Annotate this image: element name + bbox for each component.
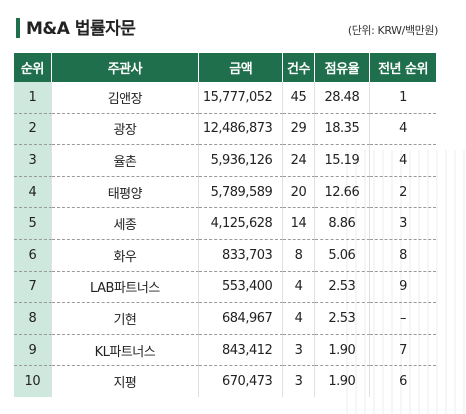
share-cell: 15.19 [314,145,371,177]
amount-cell: 843,412 [199,334,284,367]
firm-cell: 율촌 [51,145,200,177]
firm-cell: 기현 [51,303,200,335]
column-header-count: 건수 [283,53,315,82]
count-cell: 14 [283,208,315,240]
table-header-row: 순위 주관사 금액 건수 점유율 전년 순위 [14,53,436,82]
unit-note: (단위: KRW/백만원) [347,24,439,37]
rank-cell: 1 [14,82,52,114]
count-cell: 4 [283,271,315,304]
firm-cell: 태평양 [51,176,200,209]
rank-cell: 3 [14,145,52,177]
firm-cell: 지평 [52,366,200,397]
column-header-firm: 주관사 [51,53,200,82]
share-cell: 2.53 [314,303,371,335]
count-cell: 8 [283,239,315,272]
share-cell: 5.06 [314,239,371,272]
amount-cell: 670,473 [199,366,284,397]
prev-rank-cell: 1 [370,82,436,114]
column-header-prev-rank: 전년 순위 [370,53,436,82]
share-cell: 18.35 [314,113,371,146]
prev-rank-cell: 4 [370,114,436,146]
table-row: 5 세종 4,125,628 14 8.86 3 [14,208,436,240]
amount-cell: 553,400 [199,271,284,304]
table-row: 3 율촌 5,936,126 24 15.19 4 [14,145,436,177]
rank-cell: 6 [14,239,52,272]
title-accent-bar [16,18,20,38]
table-row: 6 화우 833,703 8 5.06 8 [14,239,436,272]
background-decoration [346,150,466,414]
ranking-table: 순위 주관사 금액 건수 점유율 전년 순위 1 김앤장 15,777,052 45 2… [14,53,436,397]
amount-cell: 833,703 [199,239,284,272]
rank-cell: 4 [14,176,52,209]
table-row: 7 LAB파트너스 553,400 4 2.53 9 [14,271,436,304]
amount-cell: 15,777,052 [199,82,284,114]
rank-cell: 2 [14,113,52,146]
rank-cell: 8 [14,303,52,335]
table-row: 1 김앤장 15,777,052 45 28.48 1 [14,82,436,114]
table-row: 10 지평 670,473 3 1.90 6 [14,366,436,397]
prev-rank-cell: 6 [399,374,407,390]
firm-cell: KL파트너스 [51,334,200,367]
page-title: M&A 법률자문 [26,19,136,39]
firm-cell: 세종 [51,208,200,240]
firm-cell: LAB파트너스 [51,271,200,304]
count-cell: 3 [283,366,315,397]
prev-rank-cell: 8 [370,240,436,272]
prev-rank-cell: 2 [370,177,436,209]
column-header-amount: 금액 [199,53,284,82]
count-cell: 24 [283,145,315,177]
share-cell: 28.48 [314,82,371,114]
share-cell: 1.90 [314,334,371,367]
prev-rank-cell: 9 [370,272,436,304]
prev-rank-cell: 3 [370,208,436,240]
count-cell: 20 [283,176,315,209]
amount-cell: 12,486,873 [199,113,284,146]
share-cell: 1.90 [315,366,371,397]
share-cell: 2.53 [314,271,371,304]
column-header-rank: 순위 [14,53,52,82]
firm-cell: 화우 [51,239,200,272]
table-row: 2 광장 12,486,873 29 18.35 4 [14,113,436,146]
count-cell: 4 [283,303,315,335]
rank-cell: 10 [14,366,52,397]
prev-rank-cell: 4 [370,145,436,177]
count-cell: 29 [283,113,315,146]
amount-cell: 4,125,628 [199,208,284,240]
amount-cell: 5,789,589 [199,176,284,209]
amount-cell: 684,967 [199,303,284,335]
amount-cell: 5,936,126 [199,145,284,177]
rank-cell: 9 [14,334,52,367]
table-row: 9 KL파트너스 843,412 3 1.90 7 [14,334,436,367]
share-cell: 8.86 [314,208,371,240]
prev-rank-cell: – [370,303,436,335]
rank-cell: 7 [14,271,52,304]
count-cell: 3 [283,334,315,367]
table-row: 8 기현 684,967 4 2.53– [14,303,436,335]
firm-cell: 광장 [51,113,200,146]
table-row: 4 태평양 5,789,589 20 12.66 2 [14,176,436,209]
share-cell: 12.66 [314,176,371,209]
rank-cell: 5 [14,208,52,240]
prev-rank-cell: 7 [370,335,436,367]
count-cell: 45 [283,82,315,114]
column-header-share: 점유율 [314,53,371,82]
firm-cell: 김앤장 [51,82,200,114]
